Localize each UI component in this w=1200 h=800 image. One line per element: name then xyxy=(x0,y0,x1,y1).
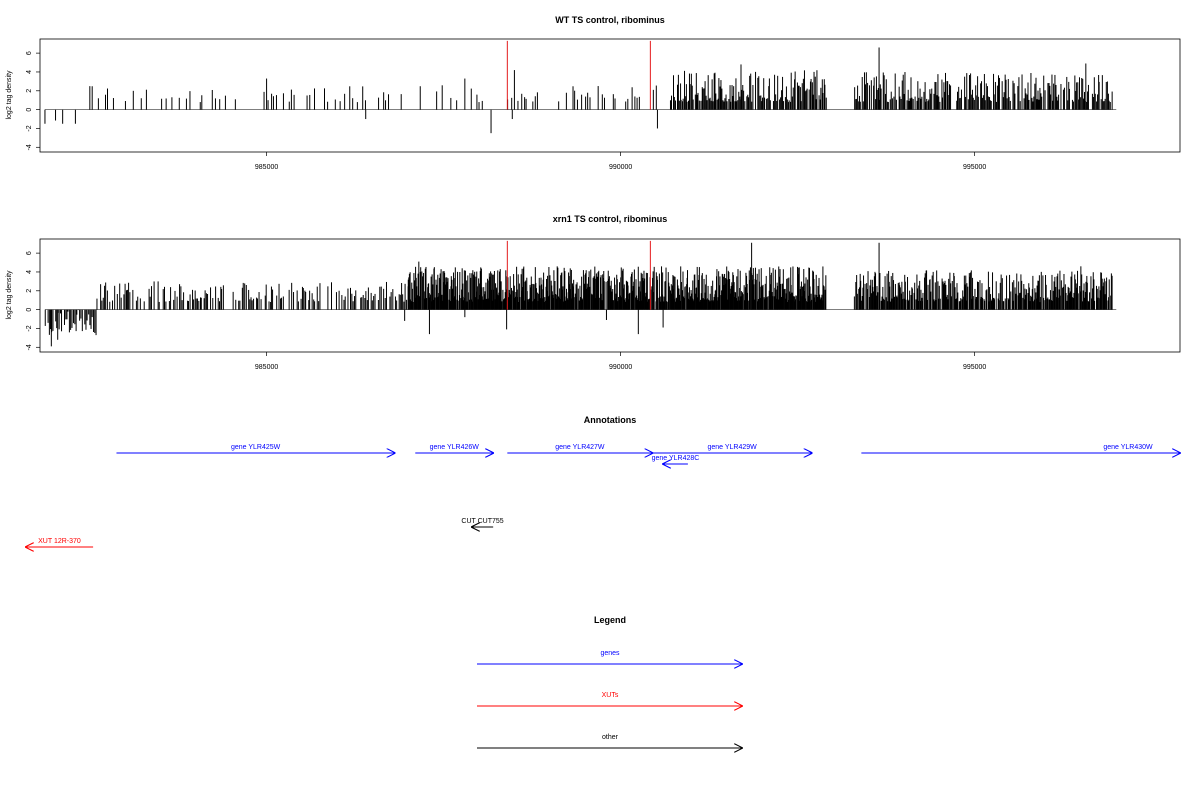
x-tick-label: 990000 xyxy=(609,164,632,171)
wt-y-axis-label: log2 tag density xyxy=(6,70,13,120)
gene-feature-label: gene YLR426W xyxy=(430,444,480,451)
x-tick-label: 985000 xyxy=(255,364,278,371)
y-tick-label: 0 xyxy=(26,108,33,112)
x-tick-label: 995000 xyxy=(963,164,986,171)
wt-panel-title: WT TS control, ribominus xyxy=(555,15,665,25)
xrn1-axes: -4 -2 0 2 4 6 985000 990000 995000 xyxy=(26,251,986,371)
legend-label: other xyxy=(602,734,619,741)
xut-feature-label: XUT 12R-370 xyxy=(38,538,81,545)
legend-title: Legend xyxy=(594,615,626,625)
wt-plot-frame xyxy=(39,38,1181,153)
wt-axes: -4 -2 0 2 4 6 985000 990000 995000 xyxy=(26,51,986,171)
gene-feature-label: gene YLR425W xyxy=(231,444,281,451)
annotations-track: Annotations gene YLR425W gene YLR426W gene… xyxy=(26,415,1180,547)
legend-label: XUTs xyxy=(602,692,619,699)
xrn1-density-panel: xrn1 TS control, ribominus log2 tag dens… xyxy=(6,214,1181,371)
y-tick-label: -2 xyxy=(26,325,33,331)
y-tick-label: 0 xyxy=(26,308,33,312)
y-tick-label: -2 xyxy=(26,125,33,131)
annotation-features: gene YLR425W gene YLR426W gene YLR427W gene… xyxy=(26,444,1180,547)
y-tick-label: 2 xyxy=(26,89,33,93)
gene-feature-label: gene YLR429W xyxy=(707,444,757,451)
y-tick-label: 2 xyxy=(26,289,33,293)
other-feature-label: CUT CUT755 xyxy=(461,518,503,525)
gene-feature-label: gene YLR430W xyxy=(1103,444,1153,451)
wt-bars xyxy=(44,40,1117,134)
gene-feature-label: gene YLR428C xyxy=(652,455,700,462)
y-tick-label: -4 xyxy=(26,144,33,150)
xrn1-plot-frame xyxy=(39,238,1181,353)
x-tick-label: 985000 xyxy=(255,164,278,171)
legend-label: genes xyxy=(600,650,620,657)
y-tick-label: 6 xyxy=(26,51,33,55)
x-tick-label: 995000 xyxy=(963,364,986,371)
xrn1-y-axis-label: log2 tag density xyxy=(6,270,13,320)
wt-density-panel: WT TS control, ribominus log2 tag densit… xyxy=(6,15,1181,171)
xrn1-panel-title: xrn1 TS control, ribominus xyxy=(553,214,668,224)
legend: Legend genes XUTs other xyxy=(477,615,742,748)
xrn1-bars xyxy=(44,240,1117,347)
x-tick-label: 990000 xyxy=(609,364,632,371)
annotations-title: Annotations xyxy=(584,415,637,425)
gene-feature-label: gene YLR427W xyxy=(555,444,605,451)
y-tick-label: 6 xyxy=(26,251,33,255)
y-tick-label: 4 xyxy=(26,270,33,274)
y-tick-label: -4 xyxy=(26,344,33,350)
legend-items: genes XUTs other xyxy=(477,650,742,748)
y-tick-label: 4 xyxy=(26,70,33,74)
